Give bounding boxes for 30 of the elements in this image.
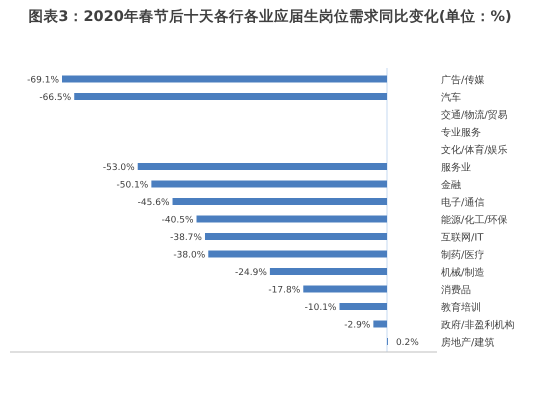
y-tick-label: 能源/化工/环保 xyxy=(441,214,508,226)
data-label: 0.2% xyxy=(396,338,420,348)
data-label: -38.0% xyxy=(173,250,206,260)
data-label: -50.1% xyxy=(116,180,149,190)
y-tick-label: 服务业 xyxy=(441,162,471,174)
y-tick-label: 汽车 xyxy=(441,92,461,104)
data-label: -40.5% xyxy=(162,216,194,226)
data-label: -10.1% xyxy=(304,303,337,313)
y-tick-label: 制药/医疗 xyxy=(441,249,484,261)
y-tick-label: 消费品 xyxy=(441,284,471,296)
y-tick-label: 互联网/IT xyxy=(441,232,484,244)
y-tick-label: 机械/制造 xyxy=(441,266,484,278)
data-label: -53.0% xyxy=(102,163,136,173)
chart-title: 图表3：2020年春节后十天各行各业应届生岗位需求同比变化(单位：%) xyxy=(27,8,513,26)
y-tick-label: 文化/体育/娱乐 xyxy=(441,144,508,156)
y-tick-label: 电子/通信 xyxy=(441,196,484,208)
data-label: -2.9% xyxy=(344,320,371,330)
y-tick-label: 政府/非盈利机构 xyxy=(441,319,514,331)
y-tick-label: 广告/传媒 xyxy=(441,74,484,86)
y-tick-label: 金融 xyxy=(441,179,461,191)
data-label: -69.1% xyxy=(27,76,60,86)
y-tick-label: 房地产/建筑 xyxy=(441,336,494,348)
data-label: -17.8% xyxy=(268,286,301,296)
data-label: -45.6% xyxy=(138,198,170,208)
data-label: -66.5% xyxy=(39,93,72,103)
y-tick-label: 专业服务 xyxy=(441,126,481,138)
data-label: -24.9% xyxy=(235,268,268,278)
y-tick-label: 交通/物流/贸易 xyxy=(441,109,508,121)
y-tick-label: 教育培训 xyxy=(441,302,481,314)
data-label: -38.7% xyxy=(170,233,202,243)
